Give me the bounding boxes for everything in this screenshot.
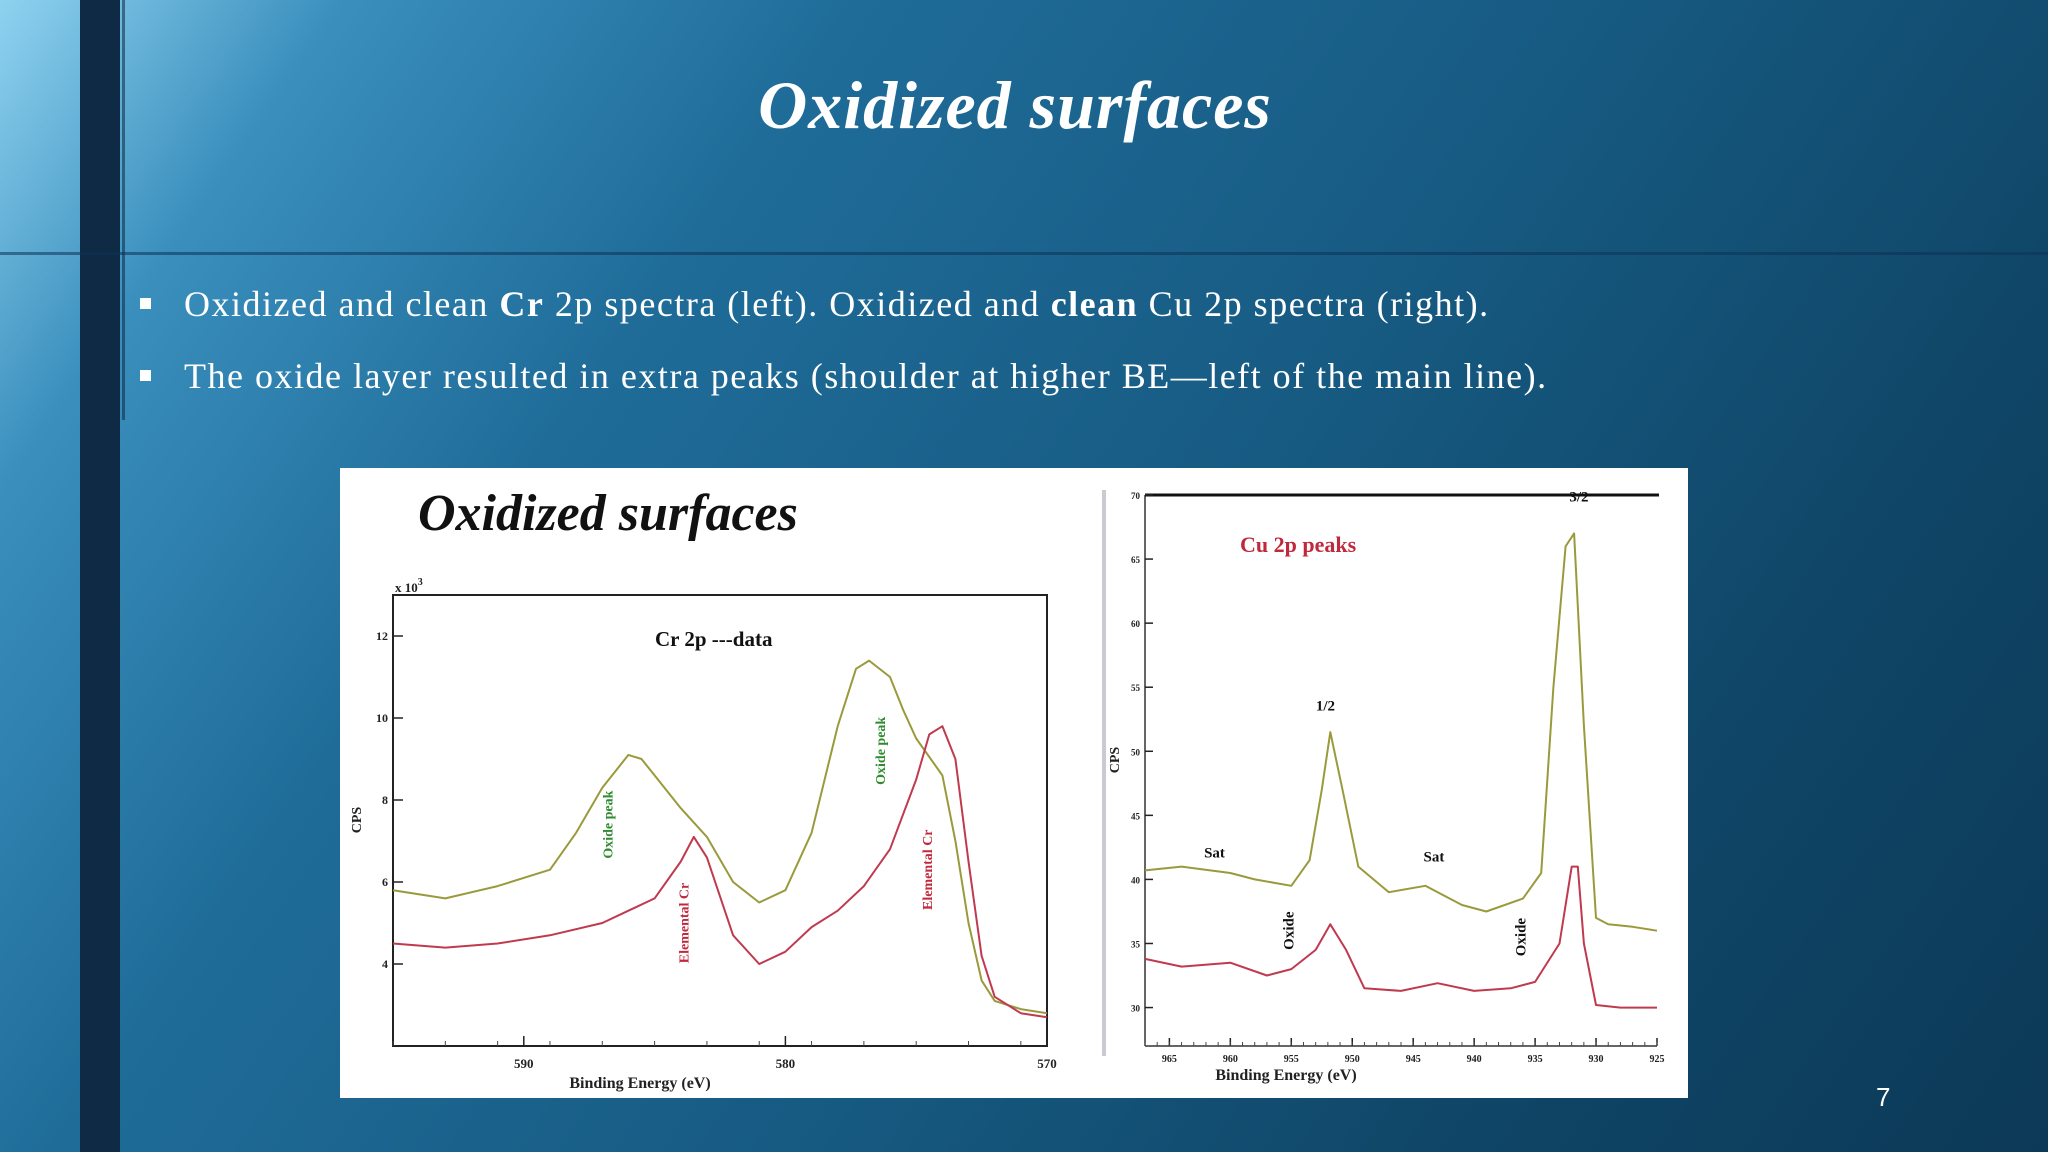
plot-frame	[392, 594, 1048, 1047]
annotation-label: Sat	[1204, 846, 1225, 862]
y-tick-label: 40	[1131, 875, 1141, 885]
x-tick-label: 940	[1467, 1054, 1482, 1065]
text-run: 2p spectra (left). Oxidized and	[544, 284, 1051, 324]
title-divider-line	[0, 252, 2048, 255]
x-axis-label: Binding Energy (eV)	[569, 1075, 710, 1092]
x-tick-label: 955	[1284, 1054, 1299, 1065]
x-tick-label: 960	[1223, 1054, 1238, 1065]
y-multiplier: x 103	[395, 577, 423, 595]
x-tick-label: 950	[1345, 1054, 1360, 1065]
spectra-figure: Oxidized surfaces 590 580 570 4 6 8 10 12 Bindin…	[340, 468, 1688, 1098]
x-tick-label: 930	[1589, 1054, 1604, 1065]
y-tick-label: 30	[1131, 1004, 1141, 1014]
series-line-clean	[392, 725, 1048, 1019]
bullet-list: Oxidized and clean Cr 2p spectra (left).…	[138, 276, 1548, 420]
bullet-text-2: The oxide layer resulted in extra peaks …	[184, 356, 1548, 396]
series-line-clean	[1144, 865, 1657, 1009]
text-run: Cu 2p spectra (right).	[1138, 284, 1490, 324]
bold-text-run: Cr	[499, 284, 545, 324]
y-tick-label: 12	[376, 629, 388, 643]
x-tick-label: 935	[1528, 1054, 1543, 1065]
bullet-item-1: Oxidized and clean Cr 2p spectra (left).…	[138, 276, 1548, 348]
square-bullet-icon	[140, 370, 151, 381]
y-multiplier-exponent: 3	[418, 577, 423, 588]
annotation-label: Elemental Cr	[678, 883, 693, 963]
x-tick-label: 580	[776, 1056, 796, 1071]
spectra-figure-svg: Oxidized surfaces 590 580 570 4 6 8 10 12 Bindin…	[350, 485, 1665, 1092]
y-tick-label: 55	[1131, 683, 1141, 693]
y-tick-label: 10	[376, 711, 388, 725]
page-number: 7	[1876, 1082, 1891, 1112]
chart-title: Cu 2p peaks	[1240, 532, 1357, 557]
y-axis-label: CPS	[1108, 747, 1123, 774]
figure-heading: Oxidized surfaces	[418, 485, 798, 542]
annotation-label: Oxide peak	[874, 717, 889, 785]
y-tick-label: 45	[1131, 811, 1141, 821]
y-axis-label: CPS	[350, 807, 365, 834]
annotation-label: Oxide	[1282, 911, 1298, 950]
x-tick-label: 925	[1650, 1054, 1665, 1065]
chart-title: Cr 2p ---data	[655, 627, 773, 651]
cu-2p-chart: 965 960 955 950 945 940 935 930 925 30 35 40 45 50 55 6…	[1108, 489, 1665, 1084]
y-tick-label: 60	[1131, 619, 1141, 629]
y-tick-label: 4	[382, 957, 388, 971]
annotation-label: 1/2	[1316, 698, 1335, 714]
y-tick-label: 8	[382, 793, 388, 807]
y-tick-label: 70	[1131, 491, 1141, 501]
y-tick-label: 50	[1131, 747, 1141, 757]
series-line-oxidized	[1144, 532, 1658, 932]
annotation-label: Elemental Cr	[921, 829, 936, 909]
bullet-item-2: The oxide layer resulted in extra peaks …	[138, 348, 1548, 420]
x-tick-label: 945	[1406, 1054, 1421, 1065]
annotation-label: Oxide	[1513, 918, 1529, 957]
series-line-oxidized	[392, 659, 1048, 1015]
x-axis-label: Binding Energy (eV)	[1215, 1067, 1356, 1084]
left-accent-bar	[80, 0, 120, 1152]
y-tick-label: 65	[1131, 555, 1141, 565]
x-tick-label: 590	[514, 1056, 534, 1071]
bullet-text-1: Oxidized and clean Cr 2p spectra (left).…	[184, 284, 1490, 324]
y-tick-label: 6	[382, 875, 388, 889]
accent-vertical-line	[122, 0, 125, 420]
slide-title: Oxidized surfaces	[758, 67, 1272, 143]
bold-text-run: clean	[1050, 284, 1139, 324]
panel-divider	[1102, 490, 1106, 1056]
annotation-label: Sat	[1423, 849, 1444, 865]
cr-2p-chart: 590 580 570 4 6 8 10 12 Binding Energy (eV) CPS x …	[350, 577, 1057, 1092]
annotation-label: 3/2	[1569, 489, 1588, 505]
square-bullet-icon	[140, 298, 151, 309]
text-run: Oxidized and clean	[184, 284, 500, 324]
x-tick-label: 965	[1162, 1054, 1177, 1065]
y-tick-label: 35	[1131, 939, 1141, 949]
annotation-label: Oxide peak	[602, 790, 617, 858]
x-tick-label: 570	[1037, 1056, 1057, 1071]
